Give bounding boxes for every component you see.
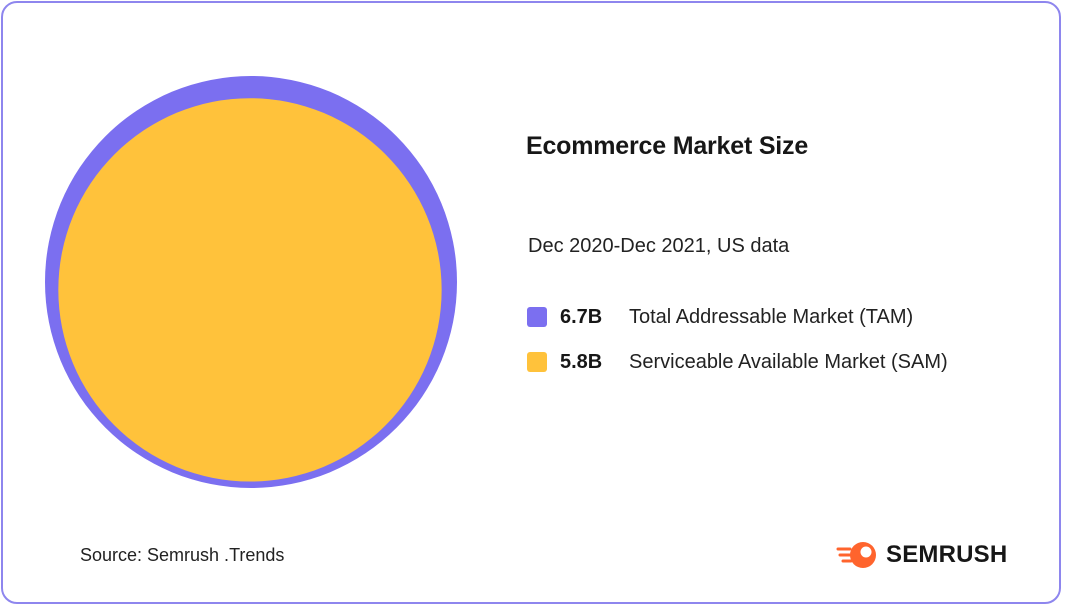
legend-item-sam: 5.8B Serviceable Available Market (SAM) [527, 349, 948, 375]
legend-value-tam: 6.7B [560, 305, 603, 328]
bubble-sam [58, 98, 442, 482]
legend-swatch-tam [527, 307, 547, 327]
source-note: Source: Semrush .Trends [80, 545, 285, 565]
legend-label-tam: Total Addressable Market (TAM) [629, 305, 914, 328]
semrush-logo: SEMRUSH [836, 536, 1007, 574]
legend-swatch-sam [527, 352, 547, 372]
brand-name: SEMRUSH [886, 541, 1008, 568]
chart-title: Ecommerce Market Size [526, 132, 809, 160]
legend-item-tam: 6.7B Total Addressable Market (TAM) [527, 304, 913, 330]
semrush-logo-icon [836, 542, 876, 568]
chart-subtitle: Dec 2020-Dec 2021, US data [528, 235, 790, 257]
legend-value-sam: 5.8B [560, 350, 603, 373]
legend-label-sam: Serviceable Available Market (SAM) [629, 350, 948, 373]
